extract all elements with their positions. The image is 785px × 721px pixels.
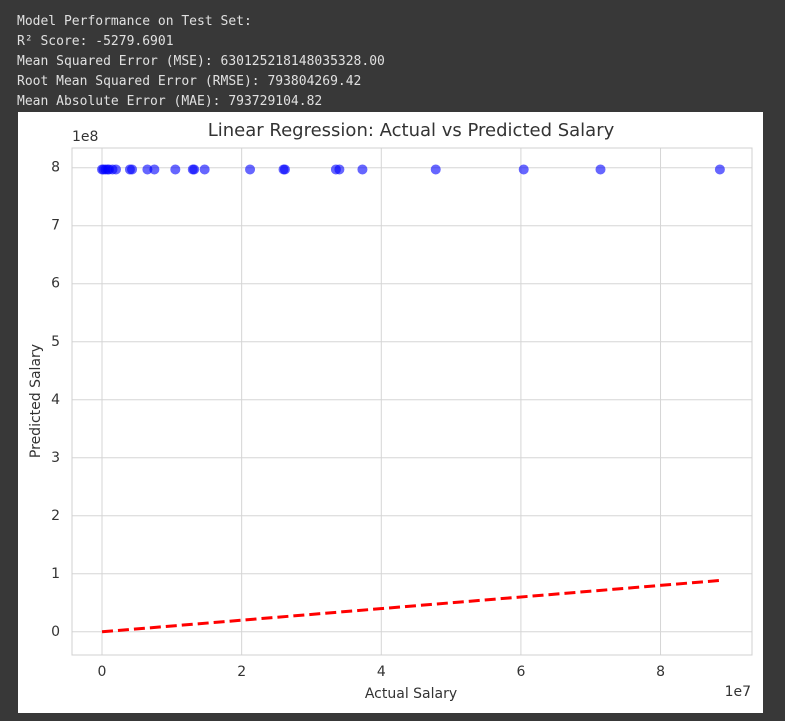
y-axis-label: Predicted Salary [28, 344, 44, 458]
point [199, 164, 210, 175]
plot-frame [71, 147, 753, 656]
y-tick-label: 1 [51, 566, 60, 582]
point [595, 164, 606, 175]
y-tick-label: 2 [51, 508, 60, 524]
point [189, 164, 200, 175]
point [149, 164, 160, 175]
y-tick-label: 0 [51, 624, 60, 640]
point [110, 164, 121, 175]
x-offset-label: 1e7 [725, 684, 751, 700]
y-offset-label: 1e8 [72, 129, 98, 145]
y-tick-label: 6 [51, 276, 60, 292]
point [357, 164, 368, 175]
x-tick-label: 2 [237, 664, 246, 680]
x-tick-label: 8 [656, 664, 665, 680]
x-tick-label: 4 [377, 664, 386, 680]
y-tick-label: 3 [51, 450, 60, 466]
reference-line [101, 578, 721, 634]
point [142, 164, 153, 175]
point [127, 164, 138, 175]
output-line: R² Score: -5279.6901 [17, 34, 174, 49]
point [430, 164, 441, 175]
output-line: Model Performance on Test Set: [17, 14, 252, 29]
point [714, 164, 725, 175]
x-axis-label: Actual Salary [365, 686, 457, 702]
output-line: Mean Absolute Error (MAE): 793729104.82 [17, 94, 322, 109]
x-tick-label: 6 [516, 664, 525, 680]
y-tick-label: 8 [51, 160, 60, 176]
point [170, 164, 181, 175]
point [245, 164, 256, 175]
x-tick-label: 0 [98, 664, 107, 680]
y-tick-label: 7 [51, 218, 60, 234]
point [279, 164, 290, 175]
y-tick-label: 4 [51, 392, 60, 408]
output-line: Mean Squared Error (MSE): 63012521814803… [17, 54, 385, 69]
chart-title: Linear Regression: Actual vs Predicted S… [208, 120, 615, 141]
chart-panel [18, 112, 763, 713]
point [518, 164, 529, 175]
point [334, 164, 345, 175]
y-tick-label: 5 [51, 334, 60, 350]
output-line: Root Mean Squared Error (RMSE): 79380426… [17, 74, 361, 89]
